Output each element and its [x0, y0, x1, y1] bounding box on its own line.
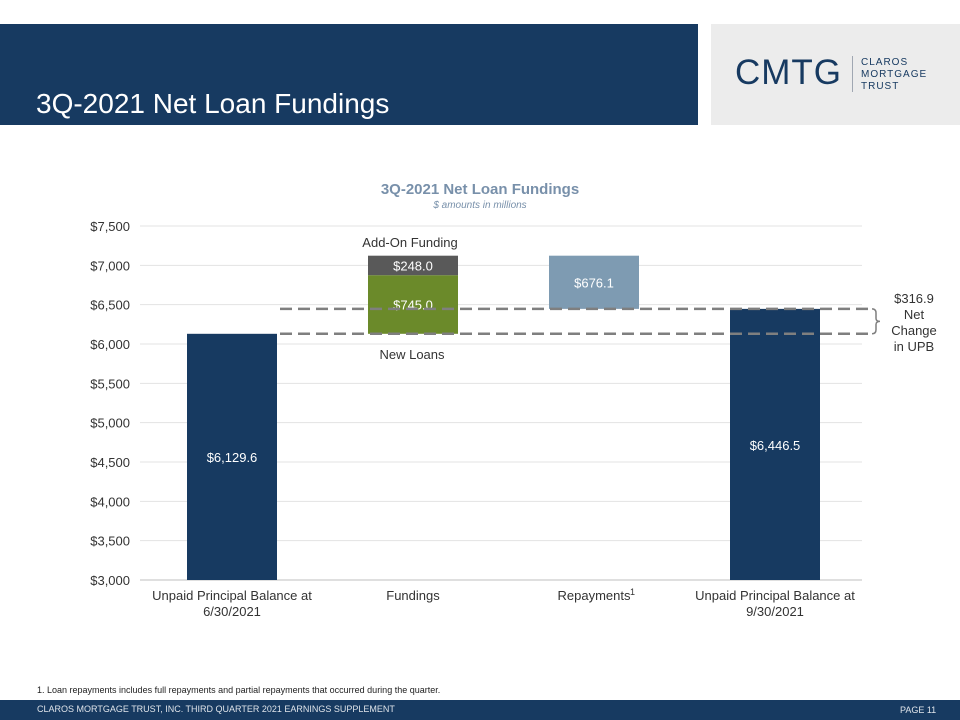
y-tick-label: $7,500	[90, 219, 130, 234]
bar	[187, 333, 277, 580]
y-tick-label: $5,000	[90, 416, 130, 431]
x-category-label: 6/30/2021	[203, 604, 261, 619]
page-number: PAGE 11	[900, 705, 937, 715]
logo-text-line2: MORTGAGE	[861, 69, 928, 80]
logo-text-line1: CLAROS	[861, 57, 909, 68]
bar-value-label: $745.0	[393, 298, 433, 313]
new-loans-label: New Loans	[379, 347, 445, 362]
net-change-label: Net	[904, 307, 925, 322]
logo-mark: CMTG	[735, 53, 843, 92]
logo	[711, 24, 960, 125]
y-tick-label: $5,500	[90, 376, 130, 391]
page-title: 3Q-2021 Net Loan Fundings	[36, 88, 390, 119]
y-tick-label: $3,500	[90, 534, 130, 549]
title-bar	[0, 24, 698, 125]
x-category-label: Fundings	[386, 588, 440, 603]
y-tick-label: $4,000	[90, 494, 130, 509]
x-category-label: Unpaid Principal Balance at	[695, 588, 855, 603]
bar-value-label: $6,129.6	[207, 450, 258, 465]
y-tick-label: $4,500	[90, 455, 130, 470]
chart-title: 3Q-2021 Net Loan Fundings	[381, 181, 579, 198]
add-on-funding-label: Add-On Funding	[362, 235, 457, 250]
footnote: 1. Loan repayments includes full repayme…	[37, 685, 441, 695]
chart-subtitle: $ amounts in millions	[432, 200, 526, 211]
y-tick-label: $6,500	[90, 298, 130, 313]
bar	[368, 275, 458, 334]
bar	[549, 255, 639, 309]
bar	[730, 308, 820, 580]
net-change-label: in UPB	[894, 339, 934, 354]
x-category-label: 9/30/2021	[746, 604, 804, 619]
x-category-label: Repayments	[558, 588, 631, 603]
logo-divider	[852, 56, 853, 92]
net-change-brace	[871, 308, 881, 335]
x-category-superscript: 1	[630, 587, 635, 597]
net-change-label: Change	[891, 323, 937, 338]
logo-text-line3: TRUST	[861, 81, 900, 92]
net-change-label: $316.9	[894, 291, 934, 306]
bar	[368, 255, 458, 276]
x-category-label: Unpaid Principal Balance at	[152, 588, 312, 603]
footer-text: CLAROS MORTGAGE TRUST, INC. THIRD QUARTE…	[37, 704, 395, 714]
bar-value-label: $6,446.5	[750, 438, 801, 453]
y-tick-label: $6,000	[90, 337, 130, 352]
footer-bar	[0, 700, 960, 720]
y-tick-label: $7,000	[90, 258, 130, 273]
bar-value-label: $676.1	[574, 275, 614, 290]
bar-value-label: $248.0	[393, 258, 433, 273]
y-tick-label: $3,000	[90, 573, 130, 588]
